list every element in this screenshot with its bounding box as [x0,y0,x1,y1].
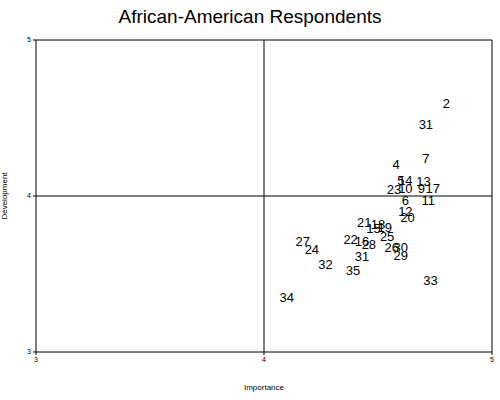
svg-text:11: 11 [421,193,435,208]
svg-text:33: 33 [423,273,437,288]
svg-text:3: 3 [27,348,31,355]
svg-text:5: 5 [27,36,31,43]
svg-text:4: 4 [393,157,400,172]
svg-text:32: 32 [318,257,332,272]
svg-text:29: 29 [394,248,408,263]
svg-text:Importance: Importance [244,383,285,392]
svg-text:7: 7 [422,151,429,166]
svg-text:24: 24 [305,242,319,257]
svg-text:3: 3 [34,356,38,363]
svg-text:2: 2 [443,96,450,111]
svg-text:4: 4 [27,192,31,199]
svg-text:35: 35 [346,263,360,278]
svg-text:Development: Development [8,172,9,220]
svg-text:34: 34 [280,290,294,305]
svg-text:4: 4 [262,356,266,363]
svg-text:31: 31 [419,117,433,132]
svg-text:5: 5 [490,356,492,363]
svg-text:20: 20 [400,210,414,225]
svg-text:31: 31 [355,249,369,264]
